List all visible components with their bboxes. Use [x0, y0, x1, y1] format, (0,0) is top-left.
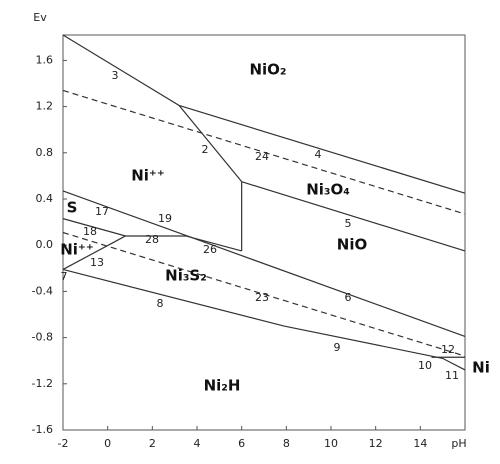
- y-tick-label: -1.2: [32, 377, 53, 390]
- boundary-number: 26: [203, 243, 217, 256]
- boundary-number: 19: [158, 212, 172, 225]
- region-label: Ni⁺⁺: [131, 167, 165, 185]
- boundary-number: 17: [95, 205, 109, 218]
- boundary-number: 13: [90, 256, 104, 269]
- boundary-number: 7: [61, 270, 68, 283]
- x-tick-label: 8: [283, 437, 290, 450]
- boundary-number: 6: [345, 291, 352, 304]
- boundary-number: 23: [255, 291, 269, 304]
- region-label: S: [67, 199, 78, 217]
- x-tick-label: 6: [238, 437, 245, 450]
- boundary-number: 8: [157, 297, 164, 310]
- x-tick-label: 14: [413, 437, 427, 450]
- boundary-number: 11: [445, 369, 459, 382]
- y-tick-label: 0.8: [36, 146, 54, 159]
- x-tick-label: 12: [369, 437, 383, 450]
- region-label: NiO₂: [249, 61, 286, 79]
- y-tick-label: -0.8: [32, 331, 53, 344]
- region-label: Ni⁺⁺: [60, 241, 94, 259]
- x-tick-label: -2: [58, 437, 69, 450]
- boundary-line: [62, 268, 466, 371]
- y-tick-label: -1.6: [32, 423, 53, 436]
- x-axis-label: pH: [451, 437, 466, 450]
- x-tick-label: 0: [104, 437, 111, 450]
- boundary-line: [62, 190, 466, 338]
- boundary-line: [241, 181, 466, 252]
- y-tick-label: 1.6: [36, 53, 54, 66]
- boundary-number: 3: [112, 69, 119, 82]
- boundary-number: 9: [334, 341, 341, 354]
- region-label: Ni₂H: [204, 377, 241, 395]
- y-tick-label: 1.2: [36, 100, 54, 113]
- boundary-number: 10: [418, 359, 432, 372]
- boundary-line: [62, 34, 243, 183]
- y-tick-label: 0.4: [36, 192, 54, 205]
- boundary-number: 28: [145, 233, 159, 246]
- region-label: Ni₃O₄: [306, 181, 350, 199]
- boundary-line: [62, 235, 126, 270]
- boundary-line: [178, 104, 466, 194]
- boundary-number: 5: [345, 217, 352, 230]
- y-tick-label: -0.4: [32, 284, 53, 297]
- boundary-number: 12: [441, 343, 455, 356]
- y-tick-label: 0.0: [36, 238, 54, 251]
- region-label: Ni₃S₂: [165, 267, 207, 285]
- boundary-number: 18: [83, 225, 97, 238]
- boundary-line: [62, 231, 466, 357]
- boundary-line: [62, 89, 466, 215]
- boundary-number: 2: [202, 143, 209, 156]
- y-axis-label: Ev: [33, 11, 47, 24]
- boundary-number: 24: [255, 150, 269, 163]
- region-label: NiO: [337, 236, 367, 254]
- region-label: Ni: [472, 359, 490, 377]
- x-tick-label: 10: [324, 437, 338, 450]
- x-tick-label: 4: [194, 437, 201, 450]
- x-tick-label: 2: [149, 437, 156, 450]
- boundary-number: 4: [315, 148, 322, 161]
- boundary-line: [62, 218, 242, 252]
